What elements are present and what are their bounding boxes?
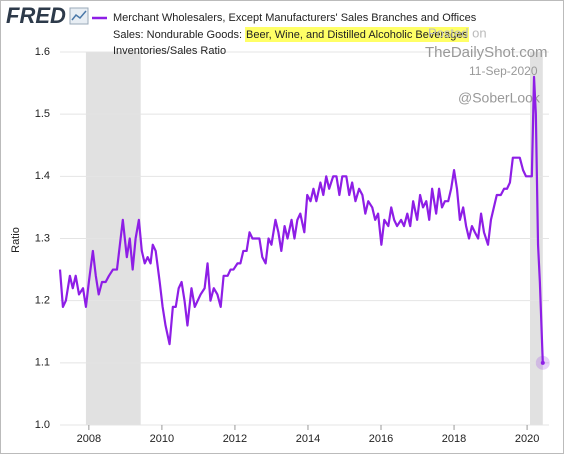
y-tick-label: 1.3 (35, 232, 50, 244)
y-tick-label: 1.5 (35, 108, 50, 120)
watermark-date: 11-Sep-2020 (469, 64, 538, 78)
y-tick-label: 1.4 (35, 170, 50, 182)
x-tick-label: 2018 (442, 433, 466, 445)
highlight (245, 27, 469, 42)
y-axis-label: Ratio (10, 227, 22, 253)
grid-layer (60, 51, 549, 426)
y-tick-label: 1.1 (35, 357, 50, 369)
x-tick-label: 2010 (150, 433, 174, 445)
y-tick-label: 1.0 (35, 419, 50, 431)
logo-icon (69, 7, 89, 25)
legend-label: Merchant Wholesalers, Except Manufacture… (113, 12, 477, 24)
x-tick-label: 2012 (223, 433, 247, 445)
watermark-handle: @SoberLook (458, 90, 541, 106)
x-tick-label: 2008 (77, 433, 101, 445)
highlight-text: Beer, Wine, and Distilled Alcoholic Beve… (246, 29, 468, 41)
end-point (540, 360, 545, 365)
watermark-site: TheDailyShot.com (425, 44, 548, 61)
watermark-posted: Posted on (428, 25, 487, 40)
x-tick-label: 2016 (369, 433, 393, 445)
logo: FRED (6, 3, 66, 28)
x-tick-label: 2014 (296, 433, 320, 445)
y-tick-label: 1.2 (35, 295, 50, 307)
subtitle: Sales: Nondurable Goods: (113, 29, 242, 41)
x-tick-label: 2020 (515, 433, 539, 445)
y-tick-label: 1.6 (35, 46, 50, 58)
series-line (58, 75, 544, 363)
units: Inventories/Sales Ratio (113, 45, 226, 57)
